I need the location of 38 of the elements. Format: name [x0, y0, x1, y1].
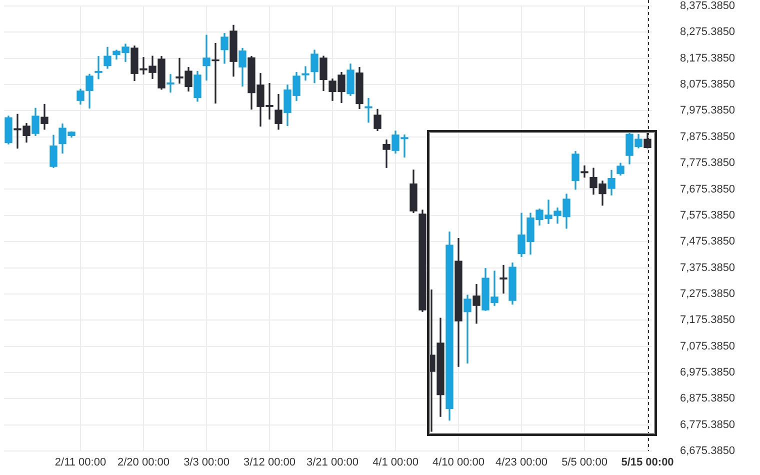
x-tick-label: 4/23 00:00 [496, 456, 548, 469]
y-tick-label: 8,375.3850 [680, 0, 736, 12]
candlestick [364, 98, 372, 123]
y-tick-label: 8,075.3850 [680, 78, 736, 91]
candlestick [464, 294, 472, 364]
candlestick [580, 165, 588, 178]
y-tick-label: 7,375.3850 [680, 262, 736, 274]
candlestick [302, 66, 310, 81]
y-tick-label: 7,075.3850 [680, 340, 736, 352]
y-tick-label: 7,575.3850 [680, 209, 736, 222]
x-tick-label: 3/21 00:00 [306, 456, 358, 469]
candlestick [202, 34, 210, 81]
y-tick-label: 7,875.3850 [680, 130, 736, 143]
y-tick-label: 7,275.3850 [680, 288, 736, 300]
x-tick-label: 5/15 00:00 [621, 456, 674, 469]
x-tick-label: 4/1 00:00 [372, 456, 418, 469]
candlestick [500, 264, 508, 294]
y-tick-label: 7,175.3850 [680, 314, 736, 326]
x-tick-label: 3/3 00:00 [184, 456, 230, 469]
x-tick-label: 3/12 00:00 [244, 456, 296, 469]
y-tick-label: 8,175.3850 [680, 52, 736, 64]
x-tick-label: 4/10 00:00 [432, 456, 484, 469]
y-tick-label: 6,675.3850 [680, 445, 736, 458]
y-tick-label: 6,875.3850 [680, 392, 736, 405]
candlestick [212, 42, 220, 104]
candlestick [94, 56, 102, 80]
y-tick-label: 7,775.3850 [680, 157, 736, 170]
x-tick-label: 5/5 00:00 [562, 456, 608, 469]
y-tick-label: 6,775.3850 [680, 418, 736, 431]
y-tick-label: 8,275.3850 [680, 26, 736, 38]
y-tick-label: 6,975.3850 [680, 366, 736, 378]
x-tick-label: 2/11 00:00 [54, 456, 106, 469]
y-tick-label: 7,475.3850 [680, 236, 736, 248]
candlestick [166, 74, 174, 93]
y-tick-label: 7,975.3850 [680, 104, 736, 117]
candlestick [382, 140, 390, 168]
y-tick-label: 7,675.3850 [680, 183, 736, 196]
x-tick-label: 2/20 00:00 [118, 456, 170, 469]
